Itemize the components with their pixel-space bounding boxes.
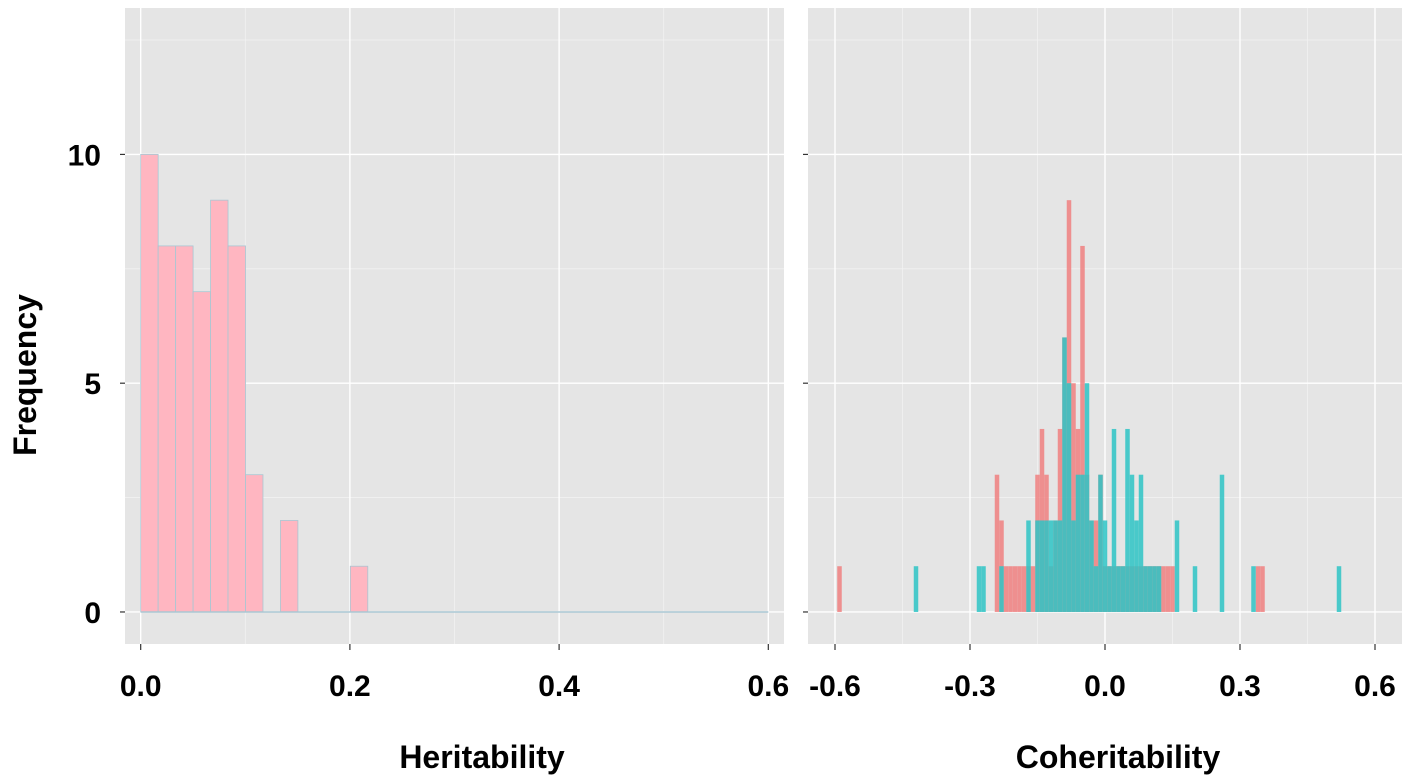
y-tick-label: 0 <box>84 597 101 630</box>
histogram-bar-teal <box>1174 520 1180 612</box>
histogram-bar-teal <box>1111 428 1117 612</box>
histogram-bar-red <box>1017 566 1022 612</box>
histogram-bar <box>227 245 246 613</box>
histogram-bar-teal <box>1071 520 1076 612</box>
histogram-bar-teal <box>1102 520 1108 612</box>
histogram-bar-red <box>1012 566 1018 612</box>
histogram-bar-teal <box>981 566 986 612</box>
histogram-bar <box>245 474 264 613</box>
histogram-bar-teal <box>1251 566 1256 612</box>
histogram-bar-teal <box>976 566 982 612</box>
left-x-axis-label: Heritability <box>399 739 565 775</box>
histogram-bar-teal <box>1026 520 1031 612</box>
histogram-bar-teal <box>1138 474 1144 612</box>
histogram-bar-teal <box>1219 474 1225 612</box>
x-tick-label: 0.0 <box>120 670 162 703</box>
histogram-bar-red <box>1165 566 1171 612</box>
y-axis-label: Frequency <box>7 294 43 456</box>
histogram-bar <box>349 565 369 613</box>
right-bars <box>837 200 1342 612</box>
histogram-bar-teal <box>1134 520 1139 612</box>
histogram-bar-teal <box>1152 566 1157 612</box>
histogram-bar-teal <box>1147 566 1153 612</box>
histogram-bar-teal <box>1062 337 1067 612</box>
histogram-bar-red <box>994 474 1000 612</box>
right-y-ticks <box>803 153 808 613</box>
histogram-bar-teal <box>1192 566 1198 612</box>
histogram-bar-teal <box>913 566 919 612</box>
histogram-bar-red <box>1161 566 1166 612</box>
histogram-bar-teal <box>1125 428 1130 612</box>
histogram-bar-teal <box>1075 474 1081 612</box>
histogram-bar <box>210 199 229 613</box>
histogram-bar-red <box>1030 566 1036 612</box>
histogram-bar-teal <box>1057 520 1063 612</box>
right-x-axis-label: Coheritability <box>1016 739 1221 775</box>
left-bars <box>140 154 769 613</box>
right-x-ticks: -0.6 -0.3 0.0 0.3 0.6 <box>809 644 1396 703</box>
histogram-bar-teal <box>1098 474 1103 612</box>
x-tick-label: 0.2 <box>329 670 371 703</box>
histogram-bar-teal <box>1143 566 1148 612</box>
left-panel: 0 5 10 0.0 0.2 0.4 0.6 Heritability Frequency <box>7 8 789 775</box>
histogram-bar-teal <box>1084 383 1090 612</box>
histogram-bar-red <box>1071 383 1076 612</box>
histogram-bar-red <box>1003 566 1009 612</box>
x-tick-label: 0.3 <box>1219 670 1261 703</box>
histogram-bar-teal <box>1107 566 1112 612</box>
histogram-bar-red <box>1260 566 1265 612</box>
histogram-bar-teal <box>1089 520 1094 612</box>
histogram-bar-red <box>837 566 842 612</box>
histogram-bar-teal <box>1044 520 1049 612</box>
histogram-bar-teal <box>1080 474 1085 612</box>
histogram-bar-teal <box>1129 474 1135 612</box>
x-tick-label: 0.0 <box>1084 670 1126 703</box>
histogram-bar-red <box>1008 566 1013 612</box>
x-tick-label: 0.6 <box>747 670 789 703</box>
left-x-ticks: 0.0 0.2 0.4 0.6 <box>120 644 789 703</box>
histogram-bar-teal <box>1336 566 1342 612</box>
left-y-ticks: 0 5 10 <box>68 139 125 630</box>
histogram-bar-red <box>1255 566 1261 612</box>
x-tick-label: -0.6 <box>809 670 861 703</box>
y-tick-label: 5 <box>84 368 101 401</box>
histogram-bar-teal <box>1039 520 1045 612</box>
histogram-bar-teal <box>1053 520 1058 612</box>
histogram-bar <box>175 245 194 613</box>
x-tick-label: 0.4 <box>538 670 580 703</box>
histogram-bar <box>140 154 159 613</box>
histogram-bar-red <box>1021 566 1027 612</box>
histogram-bar-teal <box>1093 566 1099 612</box>
histogram-bar <box>157 245 177 613</box>
histogram-bar-teal <box>1156 566 1162 612</box>
histogram-bar <box>280 520 299 613</box>
histogram-bar-teal <box>1120 566 1126 612</box>
right-panel: -0.6 -0.3 0.0 0.3 0.6 Coheritability <box>803 8 1402 775</box>
histogram-bar-teal <box>999 566 1004 612</box>
y-tick-label: 10 <box>68 139 101 172</box>
histogram-bar-red <box>1080 245 1085 612</box>
histogram-bar-red <box>1170 566 1175 612</box>
x-tick-label: 0.6 <box>1354 670 1396 703</box>
histogram-bar-teal <box>1066 383 1072 612</box>
x-tick-label: -0.3 <box>944 670 996 703</box>
histogram-bar <box>192 291 211 613</box>
histogram-bar-teal <box>1048 520 1054 612</box>
histogram-bar-teal <box>1116 566 1121 612</box>
histogram-bar-teal <box>1035 520 1040 612</box>
